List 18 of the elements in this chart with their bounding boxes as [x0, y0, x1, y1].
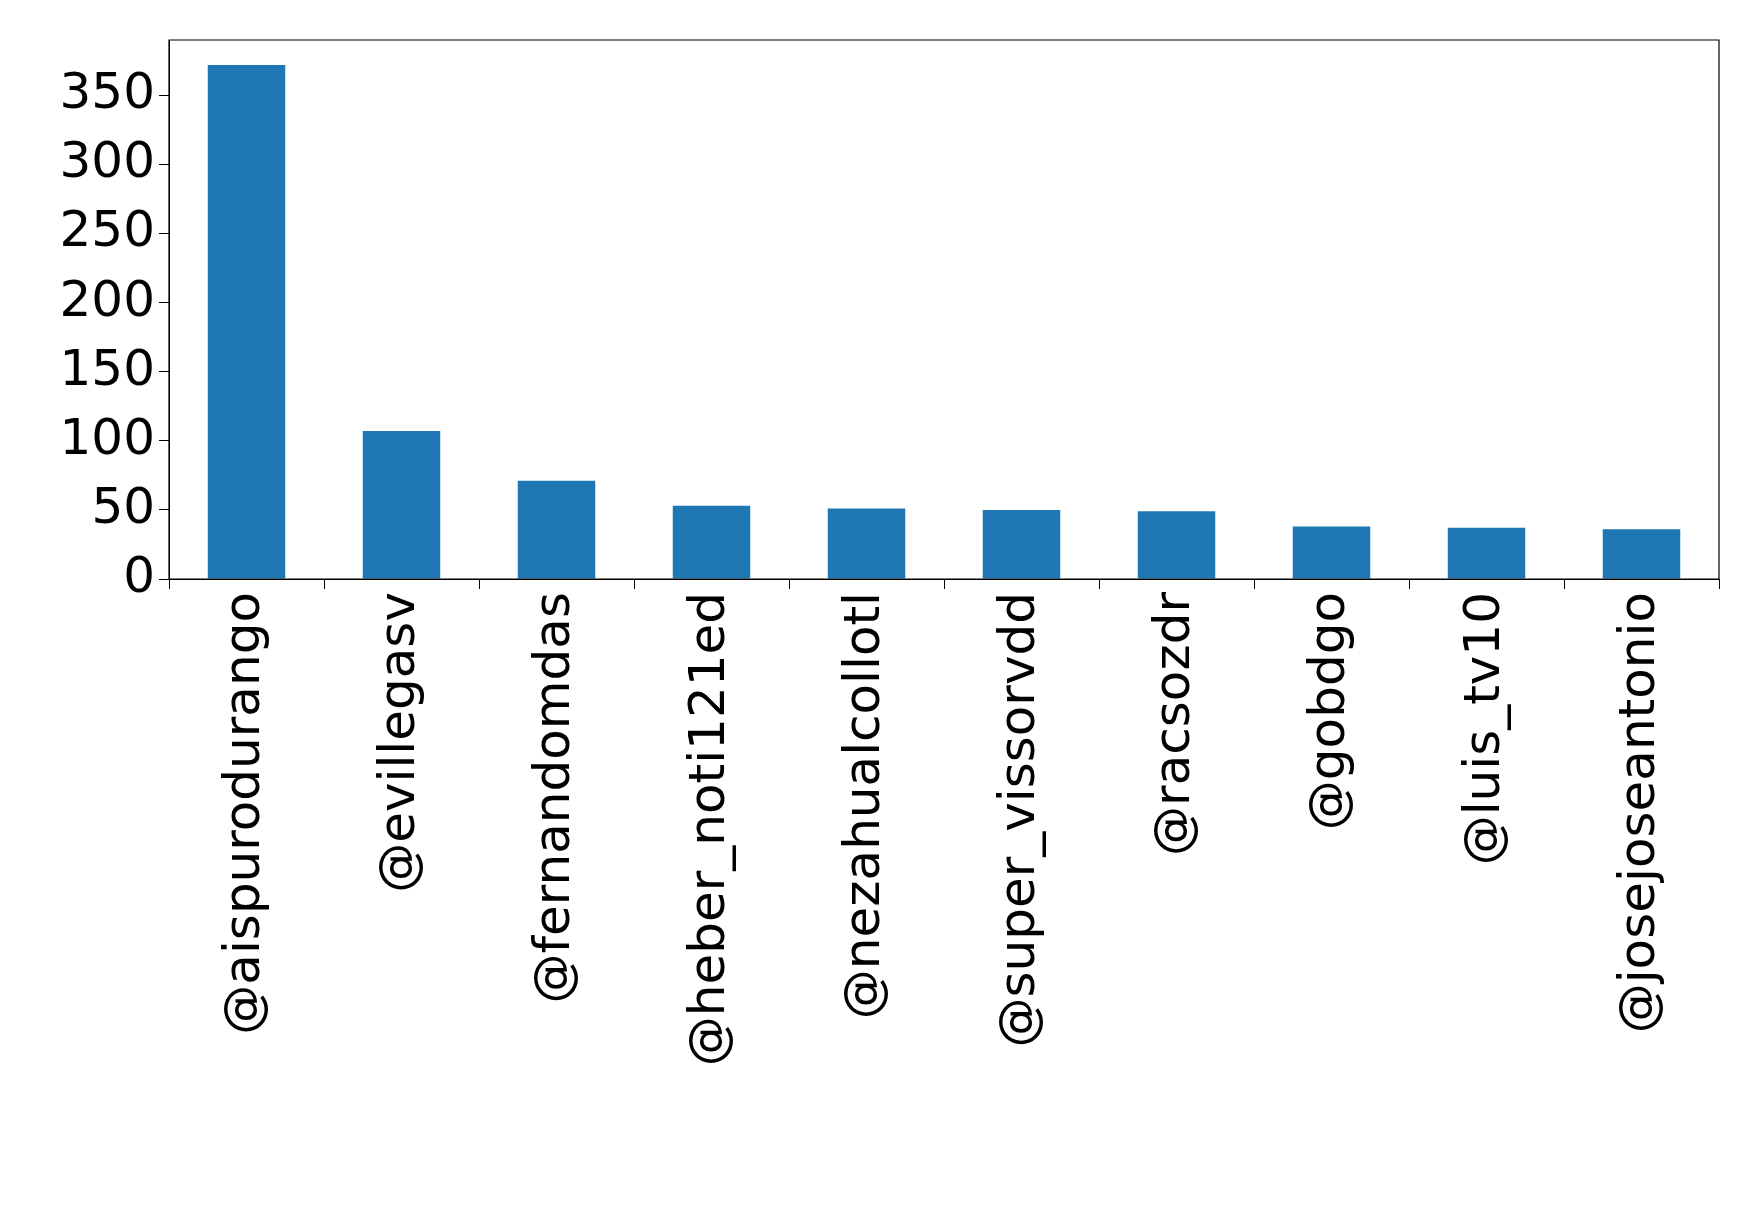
x-tick-label: @gobdgo	[1298, 592, 1357, 831]
y-tick-label: 300	[59, 131, 155, 190]
y-tick-label: 50	[91, 476, 155, 535]
x-tick-label: @super_vissorvdd	[988, 592, 1047, 1048]
x-tick-label: @josejoseantonio	[1608, 592, 1667, 1034]
x-tick-label: @luis_tv10	[1453, 592, 1512, 866]
y-tick-label: 100	[59, 407, 155, 466]
x-tick-label: @racsozdr	[1143, 591, 1202, 856]
x-tick-label: @nezahualcollotl	[833, 592, 892, 1020]
y-tick-label: 200	[59, 269, 155, 328]
x-tick-label: @heber_noti121ed	[678, 592, 737, 1067]
y-tick-label: 350	[59, 62, 155, 121]
x-tick-label: @aispurodurango	[213, 592, 272, 1035]
y-tick-label: 250	[59, 200, 155, 259]
x-tick-label: @fernandomdas	[523, 592, 582, 1004]
x-tick-label: @evillegasv	[368, 592, 427, 893]
y-tick-label: 150	[59, 338, 155, 397]
y-tick-label: 0	[123, 545, 155, 604]
